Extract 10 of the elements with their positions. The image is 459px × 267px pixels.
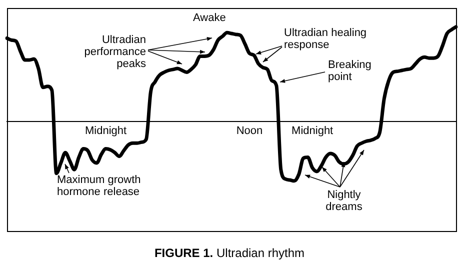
annotation: Maximum growth hormone release [57, 174, 142, 198]
text: Nightly dreams [324, 189, 364, 213]
x-tick-label: Midnight [292, 125, 334, 138]
text: Awake [193, 12, 227, 24]
annotation: Ultradian performance peaks [83, 34, 146, 70]
text: FIGURE 1. Ultradian rhythm [153, 246, 306, 260]
x-tick-label: Noon [236, 125, 263, 138]
annotation: Breaking point [328, 59, 372, 83]
x-tick-label: Midnight [84, 125, 127, 138]
annotation: Ultradian healing response [284, 27, 368, 51]
